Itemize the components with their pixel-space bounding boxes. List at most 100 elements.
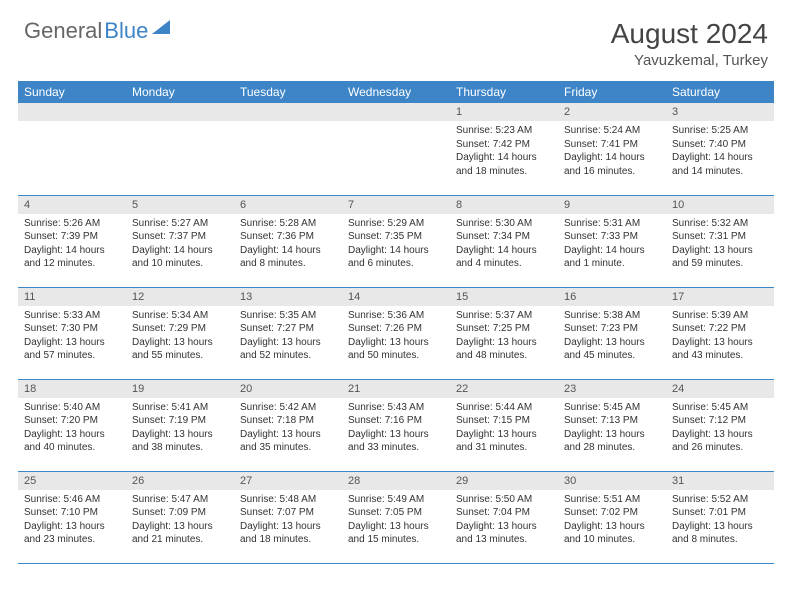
day-info: Sunrise: 5:32 AMSunset: 7:31 PMDaylight:… (666, 214, 774, 274)
day-info-line: Daylight: 13 hours (672, 336, 768, 350)
day-info-line: Daylight: 14 hours (564, 244, 660, 258)
day-info-line: Sunset: 7:27 PM (240, 322, 336, 336)
day-info: Sunrise: 5:48 AMSunset: 7:07 PMDaylight:… (234, 490, 342, 550)
day-number: 4 (18, 196, 126, 214)
day-cell: 16Sunrise: 5:38 AMSunset: 7:23 PMDayligh… (558, 287, 666, 379)
day-info-line: Sunset: 7:31 PM (672, 230, 768, 244)
day-info-line: Daylight: 13 hours (564, 336, 660, 350)
day-number: 23 (558, 380, 666, 398)
day-info-line: Sunset: 7:04 PM (456, 506, 552, 520)
day-info-line: Daylight: 14 hours (240, 244, 336, 258)
day-info-line: Sunrise: 5:38 AM (564, 309, 660, 323)
day-cell: 17Sunrise: 5:39 AMSunset: 7:22 PMDayligh… (666, 287, 774, 379)
day-info-line: Sunset: 7:16 PM (348, 414, 444, 428)
day-info: Sunrise: 5:45 AMSunset: 7:13 PMDaylight:… (558, 398, 666, 458)
day-info-line: Sunrise: 5:45 AM (672, 401, 768, 415)
day-info-line: Sunset: 7:09 PM (132, 506, 228, 520)
day-number: 18 (18, 380, 126, 398)
day-info-line: Daylight: 14 hours (132, 244, 228, 258)
day-info: Sunrise: 5:43 AMSunset: 7:16 PMDaylight:… (342, 398, 450, 458)
day-number: 5 (126, 196, 234, 214)
day-info-line: Sunrise: 5:34 AM (132, 309, 228, 323)
day-info-line: Sunrise: 5:45 AM (564, 401, 660, 415)
day-info-line: Daylight: 13 hours (672, 520, 768, 534)
day-info-line: and 18 minutes. (240, 533, 336, 547)
day-info-line: Sunset: 7:35 PM (348, 230, 444, 244)
day-info: Sunrise: 5:34 AMSunset: 7:29 PMDaylight:… (126, 306, 234, 366)
day-number: 3 (666, 103, 774, 121)
day-info: Sunrise: 5:40 AMSunset: 7:20 PMDaylight:… (18, 398, 126, 458)
day-info-line: and 45 minutes. (564, 349, 660, 363)
day-info: Sunrise: 5:47 AMSunset: 7:09 PMDaylight:… (126, 490, 234, 550)
day-info-line: Sunset: 7:42 PM (456, 138, 552, 152)
day-info-line: Sunset: 7:13 PM (564, 414, 660, 428)
calendar-week-row: 18Sunrise: 5:40 AMSunset: 7:20 PMDayligh… (18, 379, 774, 471)
day-info-line: Sunrise: 5:36 AM (348, 309, 444, 323)
day-info-line: Sunrise: 5:49 AM (348, 493, 444, 507)
day-info-line: and 12 minutes. (24, 257, 120, 271)
day-info-line: and 13 minutes. (456, 533, 552, 547)
day-cell: 12Sunrise: 5:34 AMSunset: 7:29 PMDayligh… (126, 287, 234, 379)
calendar-table: Sunday Monday Tuesday Wednesday Thursday… (18, 81, 774, 564)
day-info: Sunrise: 5:23 AMSunset: 7:42 PMDaylight:… (450, 121, 558, 181)
day-info: Sunrise: 5:50 AMSunset: 7:04 PMDaylight:… (450, 490, 558, 550)
day-cell: 20Sunrise: 5:42 AMSunset: 7:18 PMDayligh… (234, 379, 342, 471)
empty-day (18, 103, 126, 121)
day-info-line: Sunrise: 5:39 AM (672, 309, 768, 323)
day-info-line: Sunrise: 5:32 AM (672, 217, 768, 231)
day-info-line: and 40 minutes. (24, 441, 120, 455)
day-info: Sunrise: 5:46 AMSunset: 7:10 PMDaylight:… (18, 490, 126, 550)
day-info-line: Daylight: 13 hours (456, 428, 552, 442)
day-cell (234, 103, 342, 195)
day-info-line: Sunset: 7:02 PM (564, 506, 660, 520)
day-cell: 18Sunrise: 5:40 AMSunset: 7:20 PMDayligh… (18, 379, 126, 471)
day-info-line: Sunrise: 5:23 AM (456, 124, 552, 138)
day-info-line: Sunset: 7:18 PM (240, 414, 336, 428)
day-cell: 13Sunrise: 5:35 AMSunset: 7:27 PMDayligh… (234, 287, 342, 379)
day-info-line: and 50 minutes. (348, 349, 444, 363)
day-number: 10 (666, 196, 774, 214)
day-number: 30 (558, 472, 666, 490)
day-info-line: Sunrise: 5:47 AM (132, 493, 228, 507)
day-info-line: Sunset: 7:01 PM (672, 506, 768, 520)
weekday-header: Monday (126, 81, 234, 103)
day-info-line: Sunset: 7:39 PM (24, 230, 120, 244)
day-info-line: Daylight: 14 hours (456, 244, 552, 258)
day-cell: 6Sunrise: 5:28 AMSunset: 7:36 PMDaylight… (234, 195, 342, 287)
day-number: 1 (450, 103, 558, 121)
day-info-line: Daylight: 14 hours (456, 151, 552, 165)
day-info-line: Sunrise: 5:51 AM (564, 493, 660, 507)
day-info-line: Sunset: 7:12 PM (672, 414, 768, 428)
day-info-line: Daylight: 13 hours (564, 428, 660, 442)
day-cell (18, 103, 126, 195)
day-info: Sunrise: 5:30 AMSunset: 7:34 PMDaylight:… (450, 214, 558, 274)
day-info-line: Sunrise: 5:28 AM (240, 217, 336, 231)
day-info-line: Sunset: 7:15 PM (456, 414, 552, 428)
day-info-line: Sunset: 7:34 PM (456, 230, 552, 244)
day-number: 26 (126, 472, 234, 490)
day-info-line: and 21 minutes. (132, 533, 228, 547)
day-number: 7 (342, 196, 450, 214)
day-info-line: Daylight: 13 hours (456, 520, 552, 534)
day-info-line: and 33 minutes. (348, 441, 444, 455)
day-number: 28 (342, 472, 450, 490)
day-info-line: Sunrise: 5:29 AM (348, 217, 444, 231)
day-info-line: Sunrise: 5:30 AM (456, 217, 552, 231)
day-info: Sunrise: 5:31 AMSunset: 7:33 PMDaylight:… (558, 214, 666, 274)
day-info-line: Daylight: 13 hours (672, 428, 768, 442)
day-number: 21 (342, 380, 450, 398)
day-info-line: Sunset: 7:29 PM (132, 322, 228, 336)
day-info: Sunrise: 5:35 AMSunset: 7:27 PMDaylight:… (234, 306, 342, 366)
day-info-line: Sunrise: 5:41 AM (132, 401, 228, 415)
day-info-line: Sunrise: 5:26 AM (24, 217, 120, 231)
day-info-line: Sunset: 7:41 PM (564, 138, 660, 152)
logo-triangle-icon (152, 20, 170, 34)
day-info: Sunrise: 5:29 AMSunset: 7:35 PMDaylight:… (342, 214, 450, 274)
day-info-line: and 1 minute. (564, 257, 660, 271)
day-number: 13 (234, 288, 342, 306)
day-cell: 25Sunrise: 5:46 AMSunset: 7:10 PMDayligh… (18, 471, 126, 563)
title-area: August 2024 Yavuzkemal, Turkey (611, 18, 768, 69)
calendar-week-row: 11Sunrise: 5:33 AMSunset: 7:30 PMDayligh… (18, 287, 774, 379)
day-cell: 15Sunrise: 5:37 AMSunset: 7:25 PMDayligh… (450, 287, 558, 379)
weekday-header: Tuesday (234, 81, 342, 103)
